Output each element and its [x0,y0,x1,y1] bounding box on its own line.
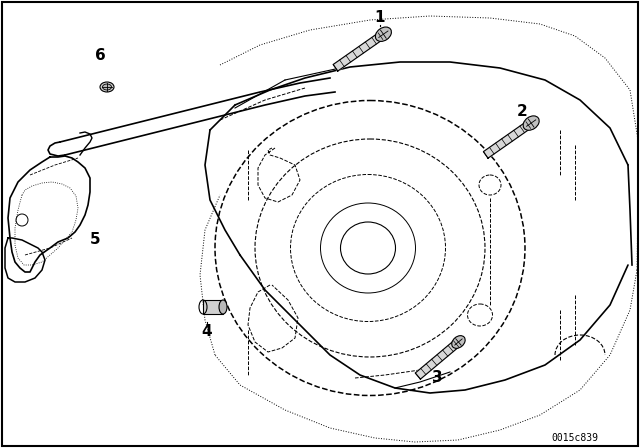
Text: 1: 1 [375,10,385,26]
Ellipse shape [219,300,227,314]
Text: 6: 6 [95,47,106,63]
Text: 4: 4 [202,324,212,340]
Polygon shape [483,122,531,158]
Polygon shape [333,33,383,71]
Text: 0015c839: 0015c839 [552,433,598,443]
Text: 5: 5 [90,233,100,247]
Ellipse shape [100,82,114,92]
Bar [203,300,223,314]
Ellipse shape [376,27,392,41]
Text: 2: 2 [516,104,527,120]
Text: 3: 3 [432,370,442,385]
Ellipse shape [102,84,111,90]
Ellipse shape [523,116,539,130]
Ellipse shape [452,336,465,349]
Polygon shape [415,341,459,379]
